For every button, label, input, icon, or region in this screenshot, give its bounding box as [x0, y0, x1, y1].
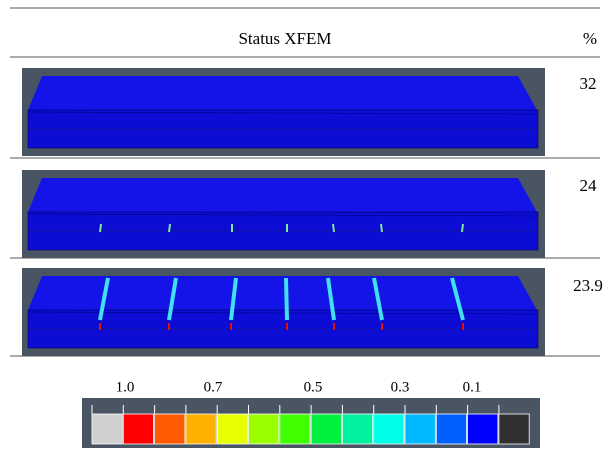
fem-image	[22, 170, 545, 258]
header-title: Status XFEM	[238, 29, 331, 48]
header-percent: %	[583, 29, 597, 48]
legend-swatch	[186, 414, 216, 444]
legend-swatch	[436, 414, 466, 444]
percent: 32	[580, 74, 597, 93]
legend-label: 0.3	[391, 379, 410, 395]
legend-swatch	[92, 414, 122, 444]
percent: 24	[580, 176, 598, 195]
percent: 23.9	[573, 276, 603, 295]
legend: 1.0 0.7 0.5 0.3 0.1	[82, 379, 540, 448]
legend-swatch	[123, 414, 153, 444]
legend-swatch	[155, 414, 185, 444]
legend-swatch	[405, 414, 435, 444]
legend-swatch	[280, 414, 310, 444]
legend-label: 0.5	[304, 379, 323, 395]
legend-swatch	[499, 414, 529, 444]
legend-swatch	[468, 414, 498, 444]
legend-label: 1.0	[116, 379, 135, 395]
legend-swatch	[311, 414, 341, 444]
legend-swatch	[374, 414, 404, 444]
legend-swatch	[217, 414, 247, 444]
legend-label: 0.7	[204, 379, 223, 395]
page: Status XFEM % 32 24 23.9 1.0	[0, 0, 609, 450]
fem-image	[22, 68, 545, 156]
fem-image	[22, 268, 545, 356]
legend-swatch	[249, 414, 279, 444]
legend-swatch	[342, 414, 372, 444]
legend-label: 0.1	[463, 379, 482, 395]
